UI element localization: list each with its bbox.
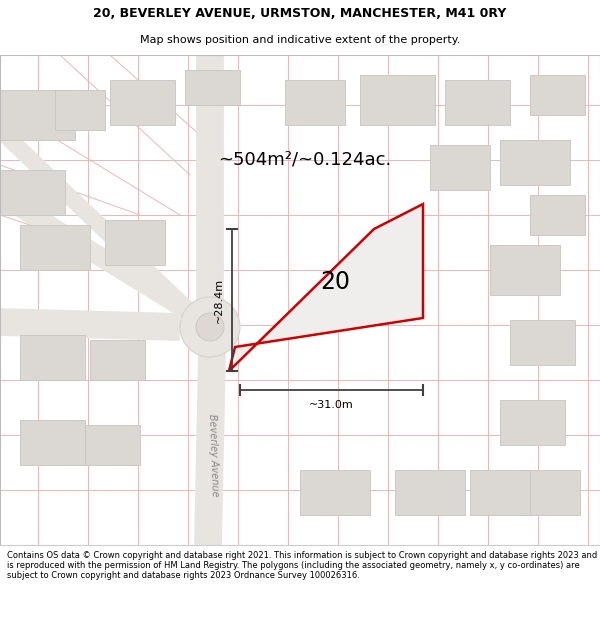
Circle shape xyxy=(196,313,224,341)
Bar xyxy=(500,400,565,445)
Bar xyxy=(110,80,175,125)
Bar xyxy=(20,420,85,465)
Bar xyxy=(360,75,435,125)
Bar xyxy=(85,425,140,465)
Bar xyxy=(470,470,530,515)
Text: ~28.4m: ~28.4m xyxy=(214,278,224,322)
Text: ~31.0m: ~31.0m xyxy=(309,400,354,410)
Polygon shape xyxy=(229,204,423,371)
Text: 20: 20 xyxy=(320,270,350,294)
Text: Beverley Avenue: Beverley Avenue xyxy=(206,414,220,496)
Bar xyxy=(520,470,580,515)
Text: 20, BEVERLEY AVENUE, URMSTON, MANCHESTER, M41 0RY: 20, BEVERLEY AVENUE, URMSTON, MANCHESTER… xyxy=(94,8,506,20)
Bar xyxy=(500,140,570,185)
Text: Map shows position and indicative extent of the property.: Map shows position and indicative extent… xyxy=(140,34,460,44)
Bar xyxy=(510,320,575,365)
Bar xyxy=(20,225,90,270)
Bar xyxy=(430,145,490,190)
Bar xyxy=(20,335,85,380)
Bar xyxy=(185,70,240,105)
Text: ~504m²/~0.124ac.: ~504m²/~0.124ac. xyxy=(218,151,392,169)
Bar xyxy=(300,470,370,515)
Bar xyxy=(105,220,165,265)
Bar xyxy=(55,90,105,130)
Bar xyxy=(90,340,145,380)
Text: Contains OS data © Crown copyright and database right 2021. This information is : Contains OS data © Crown copyright and d… xyxy=(7,551,598,581)
Bar xyxy=(0,90,75,140)
Bar xyxy=(395,470,465,515)
Bar xyxy=(530,75,585,115)
Bar xyxy=(285,80,345,125)
Circle shape xyxy=(180,297,240,357)
Bar xyxy=(0,170,65,215)
Bar xyxy=(490,245,560,295)
Bar xyxy=(530,195,585,235)
Bar xyxy=(445,80,510,125)
